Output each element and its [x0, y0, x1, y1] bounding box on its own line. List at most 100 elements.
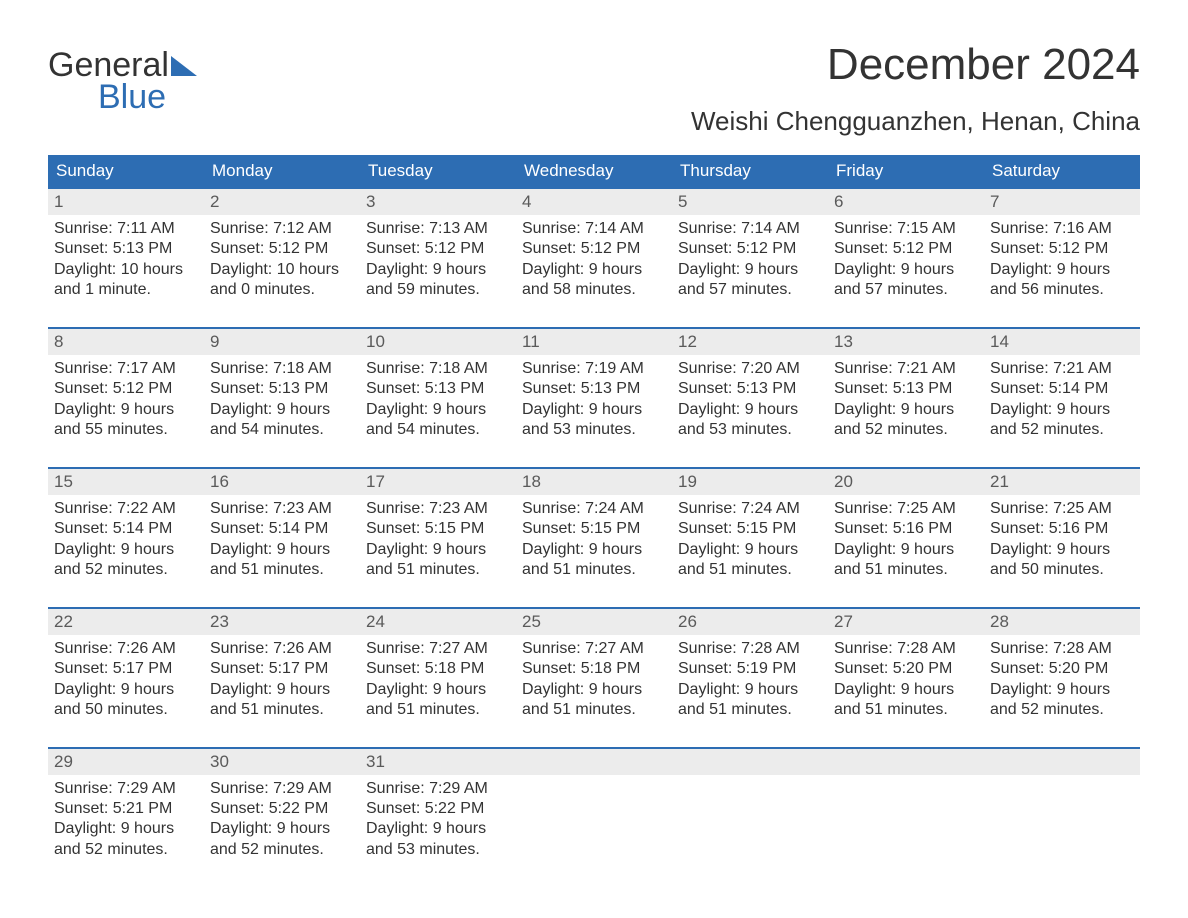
day-info: Sunrise: 7:24 AMSunset: 5:15 PMDaylight:… — [672, 495, 828, 608]
day-info: Sunrise: 7:25 AMSunset: 5:16 PMDaylight:… — [984, 495, 1140, 608]
col-monday: Monday — [204, 155, 360, 188]
day-info: Sunrise: 7:22 AMSunset: 5:14 PMDaylight:… — [48, 495, 204, 608]
sunset-text: Sunset: 5:15 PM — [678, 519, 822, 539]
sunrise-text: Sunrise: 7:22 AM — [54, 499, 198, 519]
sunset-text: Sunset: 5:22 PM — [366, 799, 510, 819]
daylight-line2: and 57 minutes. — [834, 280, 978, 300]
sunset-text: Sunset: 5:21 PM — [54, 799, 198, 819]
day-info: Sunrise: 7:16 AMSunset: 5:12 PMDaylight:… — [984, 215, 1140, 328]
day-number: 27 — [828, 609, 984, 635]
daylight-line2: and 51 minutes. — [678, 700, 822, 720]
day-number: 22 — [48, 609, 204, 635]
sunrise-text: Sunrise: 7:28 AM — [678, 639, 822, 659]
sunrise-text: Sunrise: 7:20 AM — [678, 359, 822, 379]
day-info — [984, 775, 1140, 887]
daylight-line2: and 50 minutes. — [54, 700, 198, 720]
day-number-row: 293031 — [48, 749, 1140, 775]
daylight-line1: Daylight: 9 hours — [834, 680, 978, 700]
day-number-row: 891011121314 — [48, 329, 1140, 355]
sunrise-text: Sunrise: 7:15 AM — [834, 219, 978, 239]
day-info: Sunrise: 7:29 AMSunset: 5:22 PMDaylight:… — [360, 775, 516, 887]
day-info: Sunrise: 7:12 AMSunset: 5:12 PMDaylight:… — [204, 215, 360, 328]
daylight-line1: Daylight: 9 hours — [54, 400, 198, 420]
day-info: Sunrise: 7:29 AMSunset: 5:22 PMDaylight:… — [204, 775, 360, 887]
daylight-line2: and 53 minutes. — [366, 840, 510, 860]
sunrise-text: Sunrise: 7:14 AM — [522, 219, 666, 239]
col-thursday: Thursday — [672, 155, 828, 188]
daylight-line2: and 51 minutes. — [366, 700, 510, 720]
daylight-line1: Daylight: 9 hours — [990, 680, 1134, 700]
sunset-text: Sunset: 5:15 PM — [366, 519, 510, 539]
daylight-line2: and 59 minutes. — [366, 280, 510, 300]
sunrise-text: Sunrise: 7:18 AM — [210, 359, 354, 379]
daylight-line2: and 51 minutes. — [834, 560, 978, 580]
sunset-text: Sunset: 5:12 PM — [522, 239, 666, 259]
daylight-line2: and 51 minutes. — [210, 560, 354, 580]
sunrise-text: Sunrise: 7:29 AM — [366, 779, 510, 799]
daylight-line1: Daylight: 9 hours — [990, 260, 1134, 280]
daylight-line2: and 56 minutes. — [990, 280, 1134, 300]
sunset-text: Sunset: 5:13 PM — [522, 379, 666, 399]
day-info-row: Sunrise: 7:26 AMSunset: 5:17 PM Daylight:… — [48, 635, 1140, 748]
daylight-line1: Daylight: 9 hours — [834, 400, 978, 420]
day-number: 7 — [984, 189, 1140, 215]
sunrise-text: Sunrise: 7:26 AM — [210, 639, 354, 659]
day-number — [828, 749, 984, 775]
sunrise-text: Sunrise: 7:23 AM — [366, 499, 510, 519]
sunrise-text: Sunrise: 7:27 AM — [522, 639, 666, 659]
day-info: Sunrise: 7:18 AMSunset: 5:13 PMDaylight:… — [360, 355, 516, 468]
sunset-text: Sunset: 5:13 PM — [366, 379, 510, 399]
sunset-text: Sunset: 5:18 PM — [522, 659, 666, 679]
day-number: 24 — [360, 609, 516, 635]
sunset-text: Sunset: 5:18 PM — [366, 659, 510, 679]
daylight-line1: Daylight: 9 hours — [522, 400, 666, 420]
daylight-line1: Daylight: 9 hours — [678, 400, 822, 420]
daylight-line2: and 52 minutes. — [990, 420, 1134, 440]
sunset-text: Sunset: 5:20 PM — [834, 659, 978, 679]
col-sunday: Sunday — [48, 155, 204, 188]
sunset-text: Sunset: 5:12 PM — [834, 239, 978, 259]
sunrise-text: Sunrise: 7:18 AM — [366, 359, 510, 379]
sunrise-text: Sunrise: 7:16 AM — [990, 219, 1134, 239]
daylight-line2: and 54 minutes. — [366, 420, 510, 440]
daylight-line2: and 57 minutes. — [678, 280, 822, 300]
daylight-line2: and 51 minutes. — [522, 700, 666, 720]
day-info: Sunrise: 7:26 AMSunset: 5:17 PMDaylight:… — [204, 635, 360, 748]
daylight-line2: and 53 minutes. — [522, 420, 666, 440]
day-info — [828, 775, 984, 887]
daylight-line2: and 52 minutes. — [210, 840, 354, 860]
day-number: 1 — [48, 189, 204, 215]
day-number: 10 — [360, 329, 516, 355]
day-info: Sunrise: 7:26 AMSunset: 5:17 PMDaylight:… — [48, 635, 204, 748]
day-info: Sunrise: 7:29 AMSunset: 5:21 PMDaylight:… — [48, 775, 204, 887]
day-info-row: Sunrise: 7:11 AMSunset: 5:13 PMDaylight:… — [48, 215, 1140, 328]
day-info: Sunrise: 7:27 AMSunset: 5:18 PMDaylight:… — [360, 635, 516, 748]
daylight-line2: and 53 minutes. — [678, 420, 822, 440]
sunrise-text: Sunrise: 7:25 AM — [990, 499, 1134, 519]
day-number-row: 22232425262728 — [48, 609, 1140, 635]
daylight-line2: and 51 minutes. — [366, 560, 510, 580]
col-wednesday: Wednesday — [516, 155, 672, 188]
location-subtitle: Weishi Chengguanzhen, Henan, China — [691, 106, 1140, 137]
sunrise-text: Sunrise: 7:11 AM — [54, 219, 198, 239]
day-number: 6 — [828, 189, 984, 215]
day-info: Sunrise: 7:24 AMSunset: 5:15 PMDaylight:… — [516, 495, 672, 608]
day-number: 9 — [204, 329, 360, 355]
sunset-text: Sunset: 5:12 PM — [990, 239, 1134, 259]
sunset-text: Sunset: 5:17 PM — [210, 659, 354, 679]
sunset-text: Sunset: 5:13 PM — [834, 379, 978, 399]
day-info: Sunrise: 7:14 AMSunset: 5:12 PMDaylight:… — [672, 215, 828, 328]
day-number: 17 — [360, 469, 516, 495]
day-number: 26 — [672, 609, 828, 635]
day-number: 4 — [516, 189, 672, 215]
day-number: 5 — [672, 189, 828, 215]
daylight-line1: Daylight: 9 hours — [54, 819, 198, 839]
daylight-line1: Daylight: 9 hours — [522, 260, 666, 280]
calendar-table: Sunday Monday Tuesday Wednesday Thursday… — [48, 155, 1140, 886]
day-number: 20 — [828, 469, 984, 495]
brand-line2: Blue — [48, 80, 197, 114]
daylight-line2: and 0 minutes. — [210, 280, 354, 300]
daylight-line1: Daylight: 9 hours — [54, 540, 198, 560]
sunrise-text: Sunrise: 7:19 AM — [522, 359, 666, 379]
sunset-text: Sunset: 5:14 PM — [990, 379, 1134, 399]
